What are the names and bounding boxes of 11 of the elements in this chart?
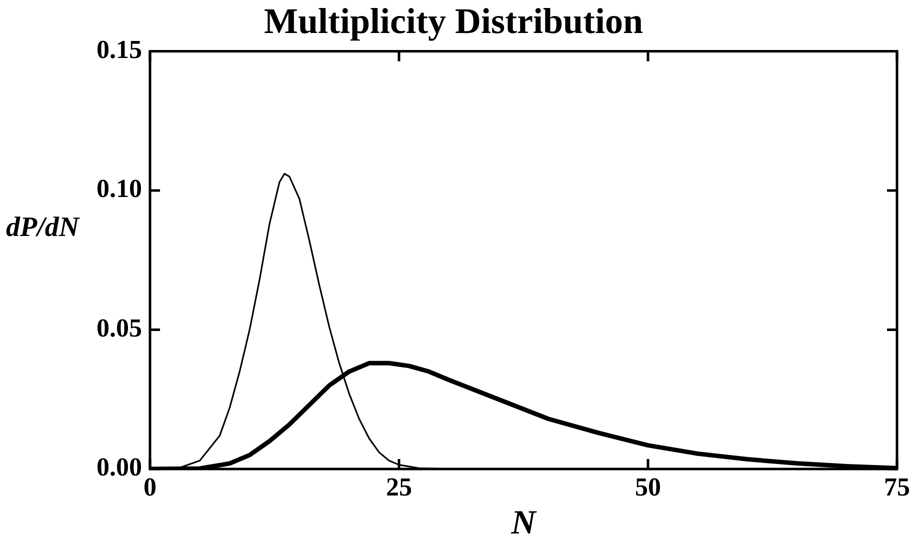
y-tick-label: 0.10 xyxy=(96,174,142,204)
x-tick-label: 50 xyxy=(635,472,661,502)
x-tick-label: 25 xyxy=(386,472,412,502)
x-tick-label: 0 xyxy=(144,472,156,502)
y-tick-label: 0.05 xyxy=(96,313,142,342)
chart-title: Multiplicity Distribution xyxy=(264,0,644,41)
x-axis-title: N xyxy=(510,504,538,542)
y-tick-label: 0.00 xyxy=(96,452,142,482)
x-tick-label: 75 xyxy=(884,472,910,502)
y-tick-label: 0.15 xyxy=(96,34,142,64)
y-axis-title: dP/dN xyxy=(6,212,80,244)
